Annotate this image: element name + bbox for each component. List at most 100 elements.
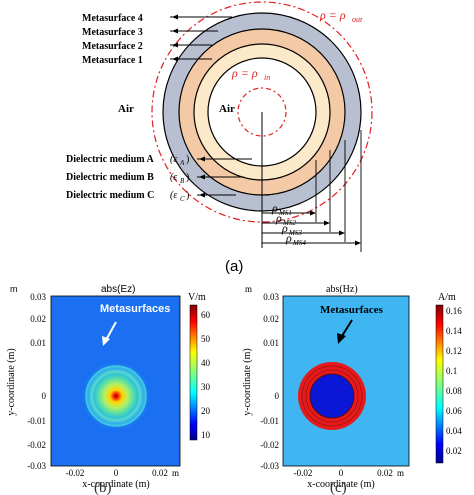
metasurface-4-label: Metasurface 4 bbox=[82, 13, 143, 24]
b-yticks: 0.03 0.02 0.01 0 -0.01 -0.02 -0.03 bbox=[27, 292, 46, 471]
radius-arrowheads bbox=[310, 210, 361, 246]
rho-in-label: ρ = ρ in bbox=[231, 66, 270, 82]
figure-c: abs(Hz) m Metasurfaces 0.03 0.02 0.01 0 … bbox=[242, 284, 462, 495]
svg-text:0: 0 bbox=[339, 468, 344, 478]
svg-text:0.01: 0.01 bbox=[30, 338, 46, 348]
b-xticks: -0.02 0 0.02 bbox=[66, 468, 168, 478]
svg-text:MS4: MS4 bbox=[292, 239, 306, 247]
metasurface-1-label: Metasurface 1 bbox=[82, 55, 143, 66]
svg-text:(ε: (ε bbox=[170, 154, 177, 165]
c-unit: A/m bbox=[438, 292, 456, 303]
svg-text:Dielectric medium C: Dielectric medium C bbox=[66, 190, 154, 201]
svg-text:0: 0 bbox=[114, 468, 119, 478]
metasurface-arrowheads bbox=[172, 14, 178, 62]
svg-text:0.01: 0.01 bbox=[263, 338, 279, 348]
svg-text:C: C bbox=[180, 195, 185, 203]
rho-out-boundary bbox=[151, 1, 373, 223]
svg-text:(ε: (ε bbox=[170, 190, 177, 201]
svg-text:ρ: ρ bbox=[275, 211, 282, 225]
b-colorbar-ticks: 60 50 40 30 20 10 bbox=[201, 310, 211, 440]
svg-text:ρ = ρ: ρ = ρ bbox=[319, 8, 346, 22]
svg-text:50: 50 bbox=[201, 334, 211, 344]
svg-text:in: in bbox=[264, 73, 270, 82]
svg-text:0.04: 0.04 bbox=[446, 426, 462, 436]
svg-text:Dielectric medium B: Dielectric medium B bbox=[66, 172, 154, 183]
svg-text:0.02: 0.02 bbox=[446, 446, 462, 456]
svg-text:0.16: 0.16 bbox=[446, 306, 462, 316]
b-title: abs(Ez) bbox=[101, 284, 135, 295]
c-x-unit: m bbox=[397, 468, 404, 478]
svg-text:MS3: MS3 bbox=[288, 229, 302, 237]
dielectric-b-label: Dielectric medium B (ε B ) bbox=[66, 172, 189, 185]
caption-a: (a) bbox=[225, 258, 243, 275]
dielectric-c-label: Dielectric medium C (ε C ) bbox=[66, 190, 189, 203]
svg-text:MS1: MS1 bbox=[278, 209, 292, 217]
svg-text:): ) bbox=[186, 172, 189, 183]
c-inner-region bbox=[309, 373, 355, 419]
metasurface-2-label: Metasurface 2 bbox=[82, 41, 143, 52]
dielectric-a-label: Dielectric medium A (ε A ) bbox=[66, 154, 189, 167]
svg-text:out: out bbox=[352, 15, 363, 24]
svg-text:0.03: 0.03 bbox=[30, 292, 46, 302]
svg-text:0.02: 0.02 bbox=[30, 314, 46, 324]
svg-text:(ε: (ε bbox=[170, 172, 177, 183]
caption-c: (c) bbox=[330, 480, 347, 495]
air-inner-label: Air bbox=[219, 103, 235, 115]
c-yticks: 0.03 0.02 0.01 0 -0.01 -0.02 -0.03 bbox=[260, 292, 279, 471]
rho-ms-labels: ρ MS1 ρ MS2 ρ MS3 ρ MS4 bbox=[271, 201, 306, 247]
b-colorbar bbox=[189, 304, 198, 441]
svg-text:60: 60 bbox=[201, 310, 211, 320]
air-outer-label: Air bbox=[118, 103, 134, 115]
b-annotation: Metasurfaces bbox=[100, 303, 170, 315]
c-annotation: Metasurfaces bbox=[320, 304, 384, 316]
c-xlabel: x-coordinate (m) bbox=[307, 479, 374, 490]
b-xlabel: x-coordinate (m) bbox=[82, 479, 149, 490]
svg-text:0.1: 0.1 bbox=[446, 366, 457, 376]
svg-text:ρ: ρ bbox=[271, 201, 278, 215]
c-arrow-line bbox=[341, 319, 353, 337]
svg-text:A: A bbox=[179, 159, 185, 167]
svg-text:-0.03: -0.03 bbox=[260, 461, 279, 471]
figure-a: Metasurface 4 Metasurface 3 Metasurface … bbox=[66, 1, 373, 275]
b-x-unit: m bbox=[172, 468, 179, 478]
c-title: abs(Hz) bbox=[326, 284, 358, 295]
c-ylabel: y-coordinate (m) bbox=[242, 348, 253, 415]
c-arrow-head bbox=[337, 333, 346, 344]
svg-text:0.14: 0.14 bbox=[446, 326, 462, 336]
svg-text:40: 40 bbox=[201, 358, 211, 368]
c-colorbar bbox=[435, 304, 444, 464]
svg-text:): ) bbox=[186, 154, 189, 165]
svg-text:20: 20 bbox=[201, 406, 211, 416]
rho-out-label: ρ = ρ out bbox=[319, 8, 363, 24]
svg-text:Dielectric medium A: Dielectric medium A bbox=[66, 154, 155, 165]
b-arrow-line bbox=[105, 321, 117, 341]
svg-text:0.02: 0.02 bbox=[152, 468, 168, 478]
svg-text:ρ = ρ: ρ = ρ bbox=[231, 66, 258, 80]
svg-text:0.12: 0.12 bbox=[446, 346, 462, 356]
svg-text:0.02: 0.02 bbox=[377, 468, 393, 478]
svg-text:-0.01: -0.01 bbox=[260, 416, 279, 426]
c-colorbar-ticks: 0.16 0.14 0.12 0.1 0.08 0.06 0.04 0.02 bbox=[446, 306, 462, 456]
c-xticks: -0.02 0 0.02 bbox=[294, 468, 393, 478]
svg-text:0.03: 0.03 bbox=[263, 292, 279, 302]
svg-text:0.08: 0.08 bbox=[446, 386, 462, 396]
svg-text:0.06: 0.06 bbox=[446, 406, 462, 416]
svg-text:0: 0 bbox=[42, 391, 47, 401]
b-y-unit: m bbox=[10, 284, 18, 294]
figure-b: abs(Ez) m Metasurfaces 0.03 0.02 0.01 0 … bbox=[6, 284, 211, 495]
svg-text:-0.01: -0.01 bbox=[27, 416, 46, 426]
svg-text:0.02: 0.02 bbox=[263, 314, 279, 324]
svg-text:10: 10 bbox=[201, 430, 211, 440]
svg-text:-0.02: -0.02 bbox=[260, 440, 279, 450]
svg-text:MS2: MS2 bbox=[282, 219, 296, 227]
svg-text:-0.02: -0.02 bbox=[27, 440, 46, 450]
svg-text:): ) bbox=[186, 190, 189, 201]
svg-text:B: B bbox=[180, 177, 185, 185]
c-ring-boundaries bbox=[301, 365, 363, 427]
b-unit: V/m bbox=[188, 292, 206, 303]
svg-text:-0.02: -0.02 bbox=[294, 468, 313, 478]
b-ylabel: y-coordinate (m) bbox=[6, 348, 17, 415]
metasurface-3-label: Metasurface 3 bbox=[82, 27, 143, 38]
svg-text:0: 0 bbox=[275, 391, 280, 401]
